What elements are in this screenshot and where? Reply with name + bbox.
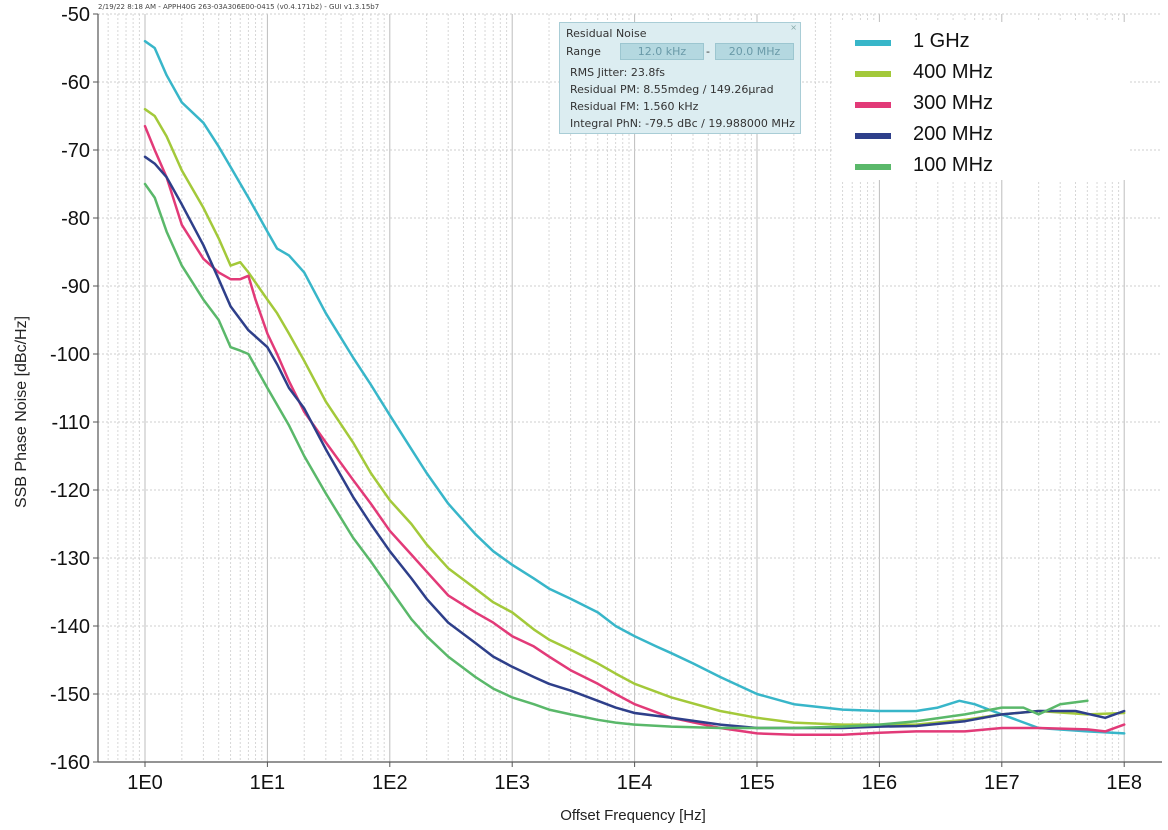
header-metadata: 2/19/22 8:18 AM - APPH40G 263-03A306E00-… — [98, 3, 380, 11]
y-tick-label: -60 — [61, 72, 90, 94]
range-from-input[interactable]: 12.0 kHz — [620, 43, 704, 60]
x-tick-label: 1E0 — [127, 772, 163, 794]
legend-label: 300 MHz — [913, 92, 994, 114]
x-axis-label: Offset Frequency [Hz] — [560, 807, 706, 824]
x-tick-label: 1E1 — [250, 772, 286, 794]
x-tick-label: 1E6 — [862, 772, 898, 794]
y-tick-label: -130 — [50, 548, 90, 570]
series-line-1 — [143, 39, 1126, 735]
legend-swatch — [855, 133, 891, 139]
y-tick-label: -90 — [61, 276, 90, 298]
legend-label: 1 GHz — [913, 30, 970, 52]
legend-label: 200 MHz — [913, 123, 994, 145]
x-tick-label: 1E5 — [739, 772, 775, 794]
x-tick-label: 1E2 — [372, 772, 408, 794]
residual-fm-value: Residual FM: 1.560 kHz — [570, 100, 699, 113]
legend-swatch — [855, 40, 891, 46]
series-line-5 — [143, 182, 1089, 730]
x-tick-label: 1E7 — [984, 772, 1020, 794]
y-tick-label: -150 — [50, 684, 90, 706]
legend-swatch — [855, 164, 891, 170]
series-line-3 — [143, 124, 1126, 737]
range-dash: - — [706, 45, 710, 58]
series-line-4 — [143, 155, 1126, 730]
series-line-2 — [143, 107, 1126, 726]
legend: 1 GHz 400 MHz 300 MHz 200 MHz 100 MHz — [833, 22, 1129, 180]
residual-pm-value: Residual PM: 8.55mdeg / 149.26µrad — [570, 83, 774, 96]
integral-phn-value: Integral PhN: -79.5 dBc / 19.988000 MHz — [570, 117, 795, 130]
y-tick-label: -120 — [50, 480, 90, 502]
y-tick-label: -80 — [61, 208, 90, 230]
legend-swatch — [855, 102, 891, 108]
y-tick-label: -70 — [61, 140, 90, 162]
series-lines — [143, 39, 1126, 737]
range-label: Range — [566, 45, 601, 58]
y-axis-label: SSB Phase Noise [dBc/Hz] — [13, 316, 30, 508]
legend-label: 100 MHz — [913, 154, 994, 176]
y-tick-label: -100 — [50, 344, 90, 366]
x-tick-label: 1E8 — [1106, 772, 1142, 794]
y-tick-label: -160 — [50, 752, 90, 774]
range-to-input[interactable]: 20.0 MHz — [715, 43, 794, 60]
panel-title: Residual Noise — [566, 27, 647, 40]
rms-jitter-value: RMS Jitter: 23.8fs — [570, 66, 665, 79]
legend-swatch — [855, 71, 891, 77]
x-tick-label: 1E4 — [617, 772, 653, 794]
close-icon[interactable]: × — [790, 23, 797, 32]
y-tick-label: -110 — [51, 412, 90, 434]
residual-noise-panel[interactable]: × Residual Noise Range 12.0 kHz - 20.0 M… — [559, 22, 801, 134]
y-tick-label: -50 — [61, 4, 90, 26]
y-tick-label: -140 — [50, 616, 90, 638]
legend-label: 400 MHz — [913, 61, 994, 83]
x-tick-label: 1E3 — [494, 772, 530, 794]
axes: -160 -150 -140 -130 -120 -110 -100 -90 -80 -70 -60… — [50, 4, 1162, 794]
